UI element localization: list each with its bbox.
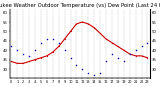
Title: Milwaukee Weather Outdoor Temperature (vs) Dew Point (Last 24 Hours): Milwaukee Weather Outdoor Temperature (v… bbox=[0, 3, 160, 8]
